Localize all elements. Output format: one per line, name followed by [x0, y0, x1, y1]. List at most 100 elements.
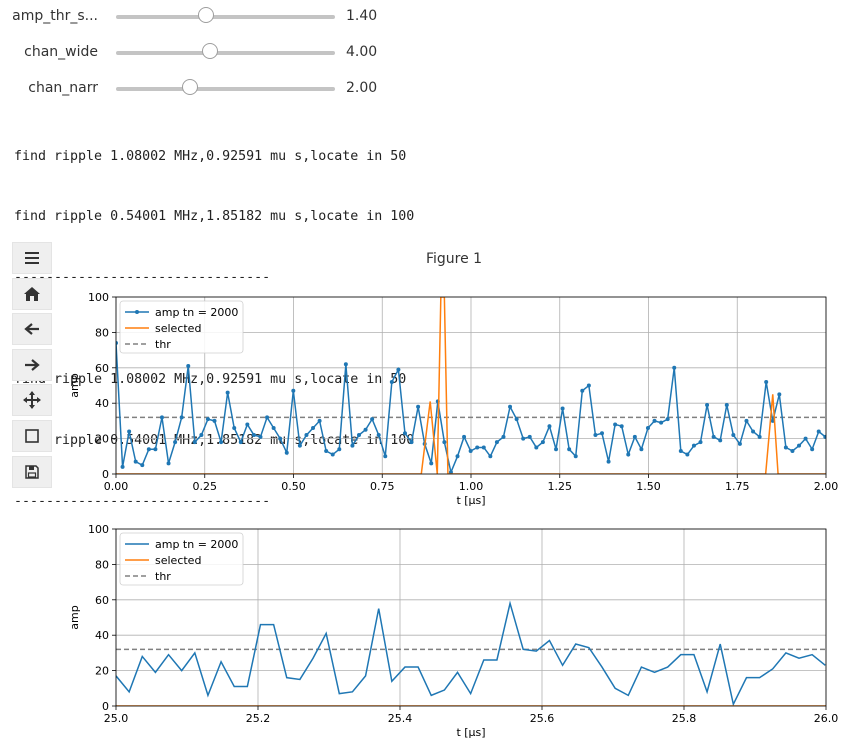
amp-point	[468, 448, 473, 453]
legend-label: amp tn = 2000	[155, 306, 238, 319]
figure-title: Figure 1	[425, 251, 483, 267]
amp-series-line	[116, 342, 826, 474]
amp-point	[448, 470, 453, 474]
menu-icon	[25, 252, 39, 264]
amp-point	[737, 441, 742, 446]
amp-point	[304, 433, 309, 438]
amp-point	[442, 440, 447, 445]
amp-point	[173, 440, 178, 445]
y-tick-label: 0	[102, 700, 109, 713]
amp-point	[540, 440, 545, 445]
legend-marker	[135, 310, 139, 314]
slider-track[interactable]	[116, 87, 335, 91]
home-button[interactable]	[12, 277, 52, 310]
amp-point	[166, 461, 171, 466]
amp-point	[225, 390, 230, 395]
x-tick-label: 26.0	[814, 712, 839, 725]
amp-point	[665, 417, 670, 422]
y-tick-label: 20	[95, 665, 109, 678]
amp-point	[271, 425, 276, 430]
x-tick-label: 0.25	[193, 480, 218, 493]
amp-point	[212, 418, 217, 423]
amp-point	[790, 448, 795, 453]
chart-top[interactable]: 0.00 0.25 0.50 0.75 1.00 1.25 1.50 1.75 2.00 0 20 4…	[0, 286, 845, 561]
amp-point	[462, 434, 467, 439]
figure-toolbar	[12, 242, 52, 491]
amp-point	[363, 427, 368, 432]
amp-point	[265, 415, 270, 420]
x-tick-label: 2.00	[814, 480, 839, 493]
amp-point	[238, 440, 243, 445]
menu-button[interactable]	[12, 242, 52, 274]
amp-point	[606, 459, 611, 464]
amp-point	[580, 388, 585, 393]
x-tick-label: 0.50	[281, 480, 306, 493]
amp-point	[816, 429, 821, 434]
slider-amp-thr[interactable]: amp_thr_s... 1.40	[0, 2, 420, 30]
x-tick-label: 1.75	[725, 480, 750, 493]
amp-point	[823, 434, 826, 439]
slider-chan-wide[interactable]: chan_wide 4.00	[0, 38, 420, 66]
amp-point	[547, 424, 552, 429]
amp-point	[494, 440, 499, 445]
amp-point	[317, 418, 322, 423]
slider-chan-narr[interactable]: chan_narr 2.00	[0, 74, 420, 102]
legend: amp tn = 2000 selected thr	[119, 532, 244, 586]
amp-point	[830, 433, 834, 437]
pan-icon	[23, 391, 41, 410]
save-icon	[25, 464, 39, 479]
y-tick-label: 40	[95, 397, 109, 410]
amp-point	[383, 454, 388, 459]
amp-point	[192, 440, 197, 445]
amp-point	[291, 388, 296, 393]
amp-series-line	[116, 600, 826, 706]
slider-handle[interactable]	[182, 79, 199, 95]
amp-point	[711, 434, 716, 439]
amp-point	[731, 433, 736, 438]
amp-point	[133, 459, 138, 464]
amp-point	[376, 433, 381, 438]
y-axis-label: amp	[68, 373, 81, 397]
slider-track[interactable]	[116, 15, 335, 19]
legend: amp tn = 2000 selected thr	[119, 300, 244, 354]
x-tick-label: 1.25	[548, 480, 573, 493]
slider-label: chan_wide	[24, 44, 98, 60]
x-tick-label: 1.00	[459, 480, 484, 493]
amp-point	[409, 440, 414, 445]
amp-point	[251, 433, 256, 438]
amp-point	[258, 434, 263, 439]
amp-point	[751, 429, 756, 434]
save-button[interactable]	[12, 455, 52, 488]
amp-point	[127, 429, 132, 434]
amp-point	[389, 379, 394, 384]
back-button[interactable]	[12, 313, 52, 346]
amp-point	[527, 434, 532, 439]
slider-handle[interactable]	[197, 7, 214, 23]
amp-point	[488, 454, 493, 459]
home-icon	[24, 286, 40, 301]
slider-label: amp_thr_s...	[12, 8, 98, 24]
y-tick-label: 100	[88, 523, 109, 536]
x-tick-label: 25.8	[672, 712, 697, 725]
amp-point	[586, 383, 591, 388]
chart-bottom[interactable]: 25.0 25.2 25.4 25.6 25.8 26.0 0 20 40 60 80 100 t [μ…	[0, 516, 845, 746]
amp-point	[402, 431, 407, 436]
slider-handle[interactable]	[202, 43, 219, 59]
x-tick-label: 0.75	[370, 480, 395, 493]
amp-point	[803, 436, 808, 441]
zoom-rect-button[interactable]	[12, 419, 52, 452]
slider-track[interactable]	[116, 51, 335, 55]
amp-point	[685, 452, 690, 457]
amp-point	[652, 418, 657, 423]
pan-button[interactable]	[12, 384, 52, 417]
amp-point	[757, 434, 762, 439]
amp-point	[777, 392, 782, 397]
amp-point	[311, 425, 316, 430]
slider-value: 1.40	[346, 8, 378, 24]
log-line: find ripple 1.08002 MHz,0.92591 mu s,loc…	[14, 148, 407, 164]
legend-label: thr	[155, 338, 171, 351]
forward-button[interactable]	[12, 348, 52, 381]
amp-point	[370, 417, 375, 422]
x-tick-label: 25.4	[388, 712, 413, 725]
amp-point	[534, 445, 539, 450]
